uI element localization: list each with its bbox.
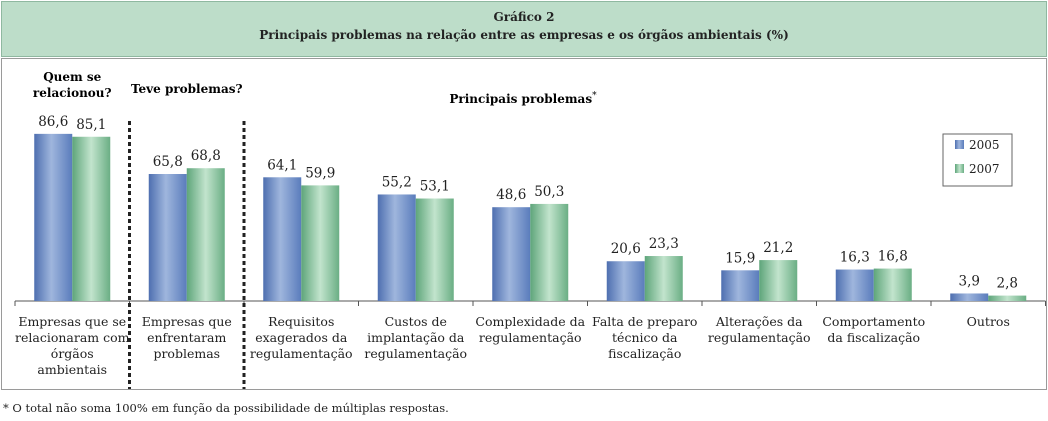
data-label-2005-2: 64,1 (267, 157, 297, 173)
data-label-2005-0: 86,6 (38, 114, 68, 130)
section-label-relacionou-2: relacionou? (33, 86, 112, 100)
footnote-text: O total não soma 100% em função da possi… (8, 401, 449, 415)
category-label-0-1: relacionaram com (15, 330, 130, 345)
chart-number: Gráfico 2 (493, 10, 555, 24)
data-label-2007-8: 2,8 (997, 276, 1018, 292)
data-label-2007-1: 68,8 (191, 148, 221, 164)
category-label-0-2: órgãos (51, 346, 94, 361)
bar-2005-5 (606, 261, 645, 301)
footnote-mark: * (3, 401, 9, 415)
data-label-2007-7: 16,8 (878, 249, 908, 265)
category-label-3-1: implantação da (367, 330, 465, 345)
chart-frame: 86,6 85,1 Empresas que se relacionaram com ó… (1, 58, 1047, 390)
data-label-2007-3: 53,1 (420, 179, 450, 195)
bar-2007-1 (186, 168, 225, 301)
bar-2005-2 (263, 177, 302, 301)
bar-2007-0 (72, 136, 111, 301)
category-label-2-1: exagerados da (255, 330, 348, 345)
section-label-principais-mark: * (592, 91, 597, 101)
bar-2005-3 (377, 194, 416, 301)
data-label-2005-4: 48,6 (496, 187, 526, 203)
legend-label-2005: 2005 (969, 138, 1000, 152)
data-label-2005-5: 20,6 (611, 241, 641, 257)
category-label-3-2: regulamentação (364, 346, 467, 361)
data-label-2007-4: 50,3 (534, 184, 564, 200)
legend-label-2007: 2007 (969, 162, 1000, 176)
bar-2007-2 (301, 185, 340, 301)
data-label-2005-3: 55,2 (382, 174, 412, 190)
category-label-8-0: Outros (967, 314, 1010, 329)
footnote: * O total não soma 100% em função da pos… (3, 401, 449, 415)
bar-2007-4 (530, 203, 569, 301)
data-label-2007-6: 21,2 (763, 240, 793, 256)
category-label-5-0: Falta de preparo (592, 314, 697, 329)
bar-2005-6 (721, 270, 760, 301)
category-label-4-0: Complexidade da (475, 314, 585, 329)
category-label-1-2: problemas (153, 346, 220, 361)
legend-swatch-2005 (955, 140, 964, 149)
category-label-7-1: da fiscalização (827, 330, 920, 345)
data-label-2007-5: 23,3 (649, 236, 679, 252)
data-label-2005-8: 3,9 (959, 273, 980, 289)
section-label-relacionou-1: Quem se (43, 70, 101, 84)
category-label-2-2: regulamentação (250, 346, 353, 361)
legend-swatch-2007 (955, 164, 964, 173)
category-label-1-1: enfrentaram (147, 330, 226, 345)
category-label-0-0: Empresas que se (18, 314, 126, 329)
bar-2005-8 (950, 293, 989, 301)
section-label-principais: Principais problemas* (449, 91, 597, 106)
category-label-0-3: ambientais (37, 362, 107, 377)
data-label-2007-0: 85,1 (76, 117, 106, 133)
category-label-6-1: regulamentação (708, 330, 811, 345)
bar-2007-8 (988, 295, 1027, 301)
bar-2005-0 (34, 133, 73, 301)
chart-header: Gráfico 2 Principais problemas na relaçã… (1, 1, 1047, 57)
bar-2005-7 (835, 269, 874, 301)
category-label-3-0: Custos de (385, 314, 447, 329)
chart-title: Principais problemas na relação entre as… (259, 28, 789, 42)
category-label-1-0: Empresas que (142, 314, 232, 329)
data-label-2005-1: 65,8 (153, 154, 183, 170)
data-label-2005-6: 15,9 (725, 250, 755, 266)
data-label-2005-7: 16,3 (840, 250, 870, 266)
category-label-6-0: Alterações da (715, 314, 803, 329)
bar-2007-5 (644, 256, 683, 301)
legend: 2005 2007 (942, 133, 1013, 187)
category-label-5-1: técnico da (612, 330, 678, 345)
legend-box (942, 133, 1013, 187)
data-label-2007-2: 59,9 (305, 165, 335, 181)
category-label-2-0: Requisitos (268, 314, 334, 329)
bar-2007-3 (415, 198, 454, 301)
bar-2007-6 (759, 260, 798, 301)
category-label-5-2: fiscalização (608, 346, 681, 361)
bar-2005-4 (492, 207, 531, 301)
bar-2005-1 (148, 174, 187, 301)
category-label-4-1: regulamentação (479, 330, 582, 345)
section-label-teve-problemas: Teve problemas? (131, 82, 243, 96)
category-label-7-0: Comportamento (822, 314, 925, 329)
bar-2007-7 (873, 268, 912, 301)
